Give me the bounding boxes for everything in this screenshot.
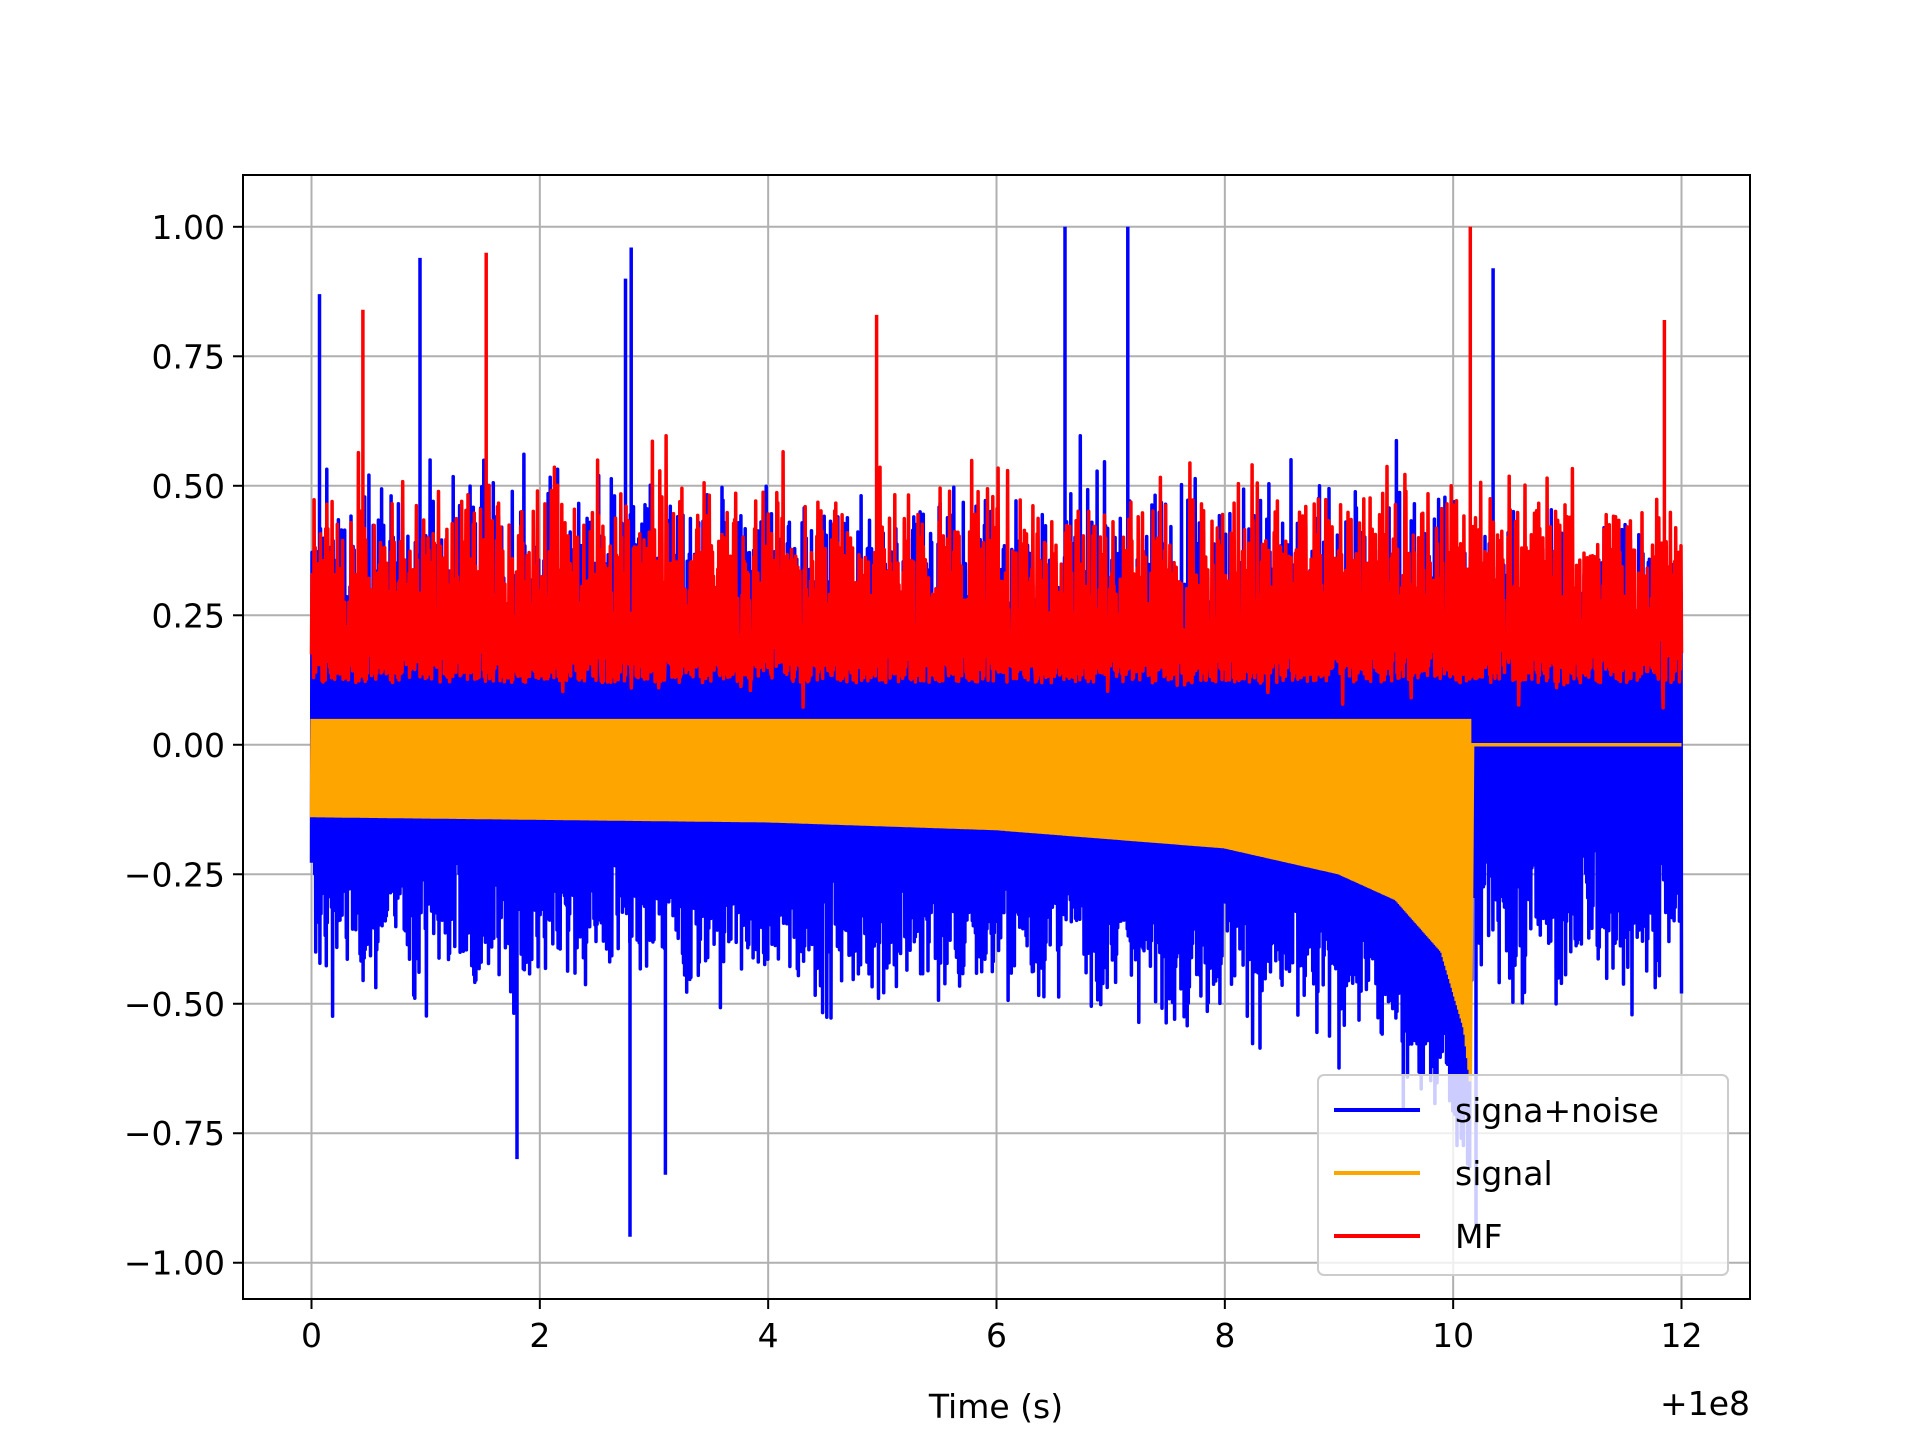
x-tick-label: 0 <box>301 1316 322 1355</box>
legend-label-mf: MF <box>1455 1217 1502 1256</box>
x-tick-label: 4 <box>758 1316 779 1355</box>
y-tick-label: −0.75 <box>124 1114 225 1153</box>
y-tick-label: 0.25 <box>152 596 225 635</box>
x-axis-offset-label: +1e8 <box>1660 1384 1750 1423</box>
series-mf <box>309 226 1684 710</box>
y-tick-label: 1.00 <box>152 208 225 247</box>
y-tick-label: 0.75 <box>152 337 225 376</box>
plot-area <box>309 226 1684 1237</box>
y-tick-label: 0.00 <box>152 726 225 765</box>
legend-label-signal-noise: signa+noise <box>1455 1091 1659 1130</box>
x-axis: 0 2 4 6 8 10 12 <box>301 1299 1703 1355</box>
legend-box <box>1317 1074 1729 1276</box>
y-tick-label: −0.50 <box>124 985 225 1024</box>
x-tick-label: 6 <box>986 1316 1007 1355</box>
legend-label-signal: signal <box>1455 1154 1553 1193</box>
x-tick-label: 8 <box>1214 1316 1235 1355</box>
y-tick-label: −1.00 <box>124 1244 225 1283</box>
y-axis: 1.00 0.75 0.50 0.25 0.00 −0.25 −0.50 −0.75 −1.00 <box>124 208 243 1283</box>
y-tick-label: −0.25 <box>124 855 225 894</box>
x-axis-label: Time (s) <box>928 1387 1063 1426</box>
x-tick-label: 12 <box>1661 1316 1703 1355</box>
x-tick-label: 2 <box>529 1316 550 1355</box>
x-tick-label: 10 <box>1432 1316 1474 1355</box>
y-tick-label: 0.50 <box>152 467 225 506</box>
legend: signa+noise signal MF <box>1317 1074 1729 1276</box>
series-signal <box>309 718 1682 1082</box>
